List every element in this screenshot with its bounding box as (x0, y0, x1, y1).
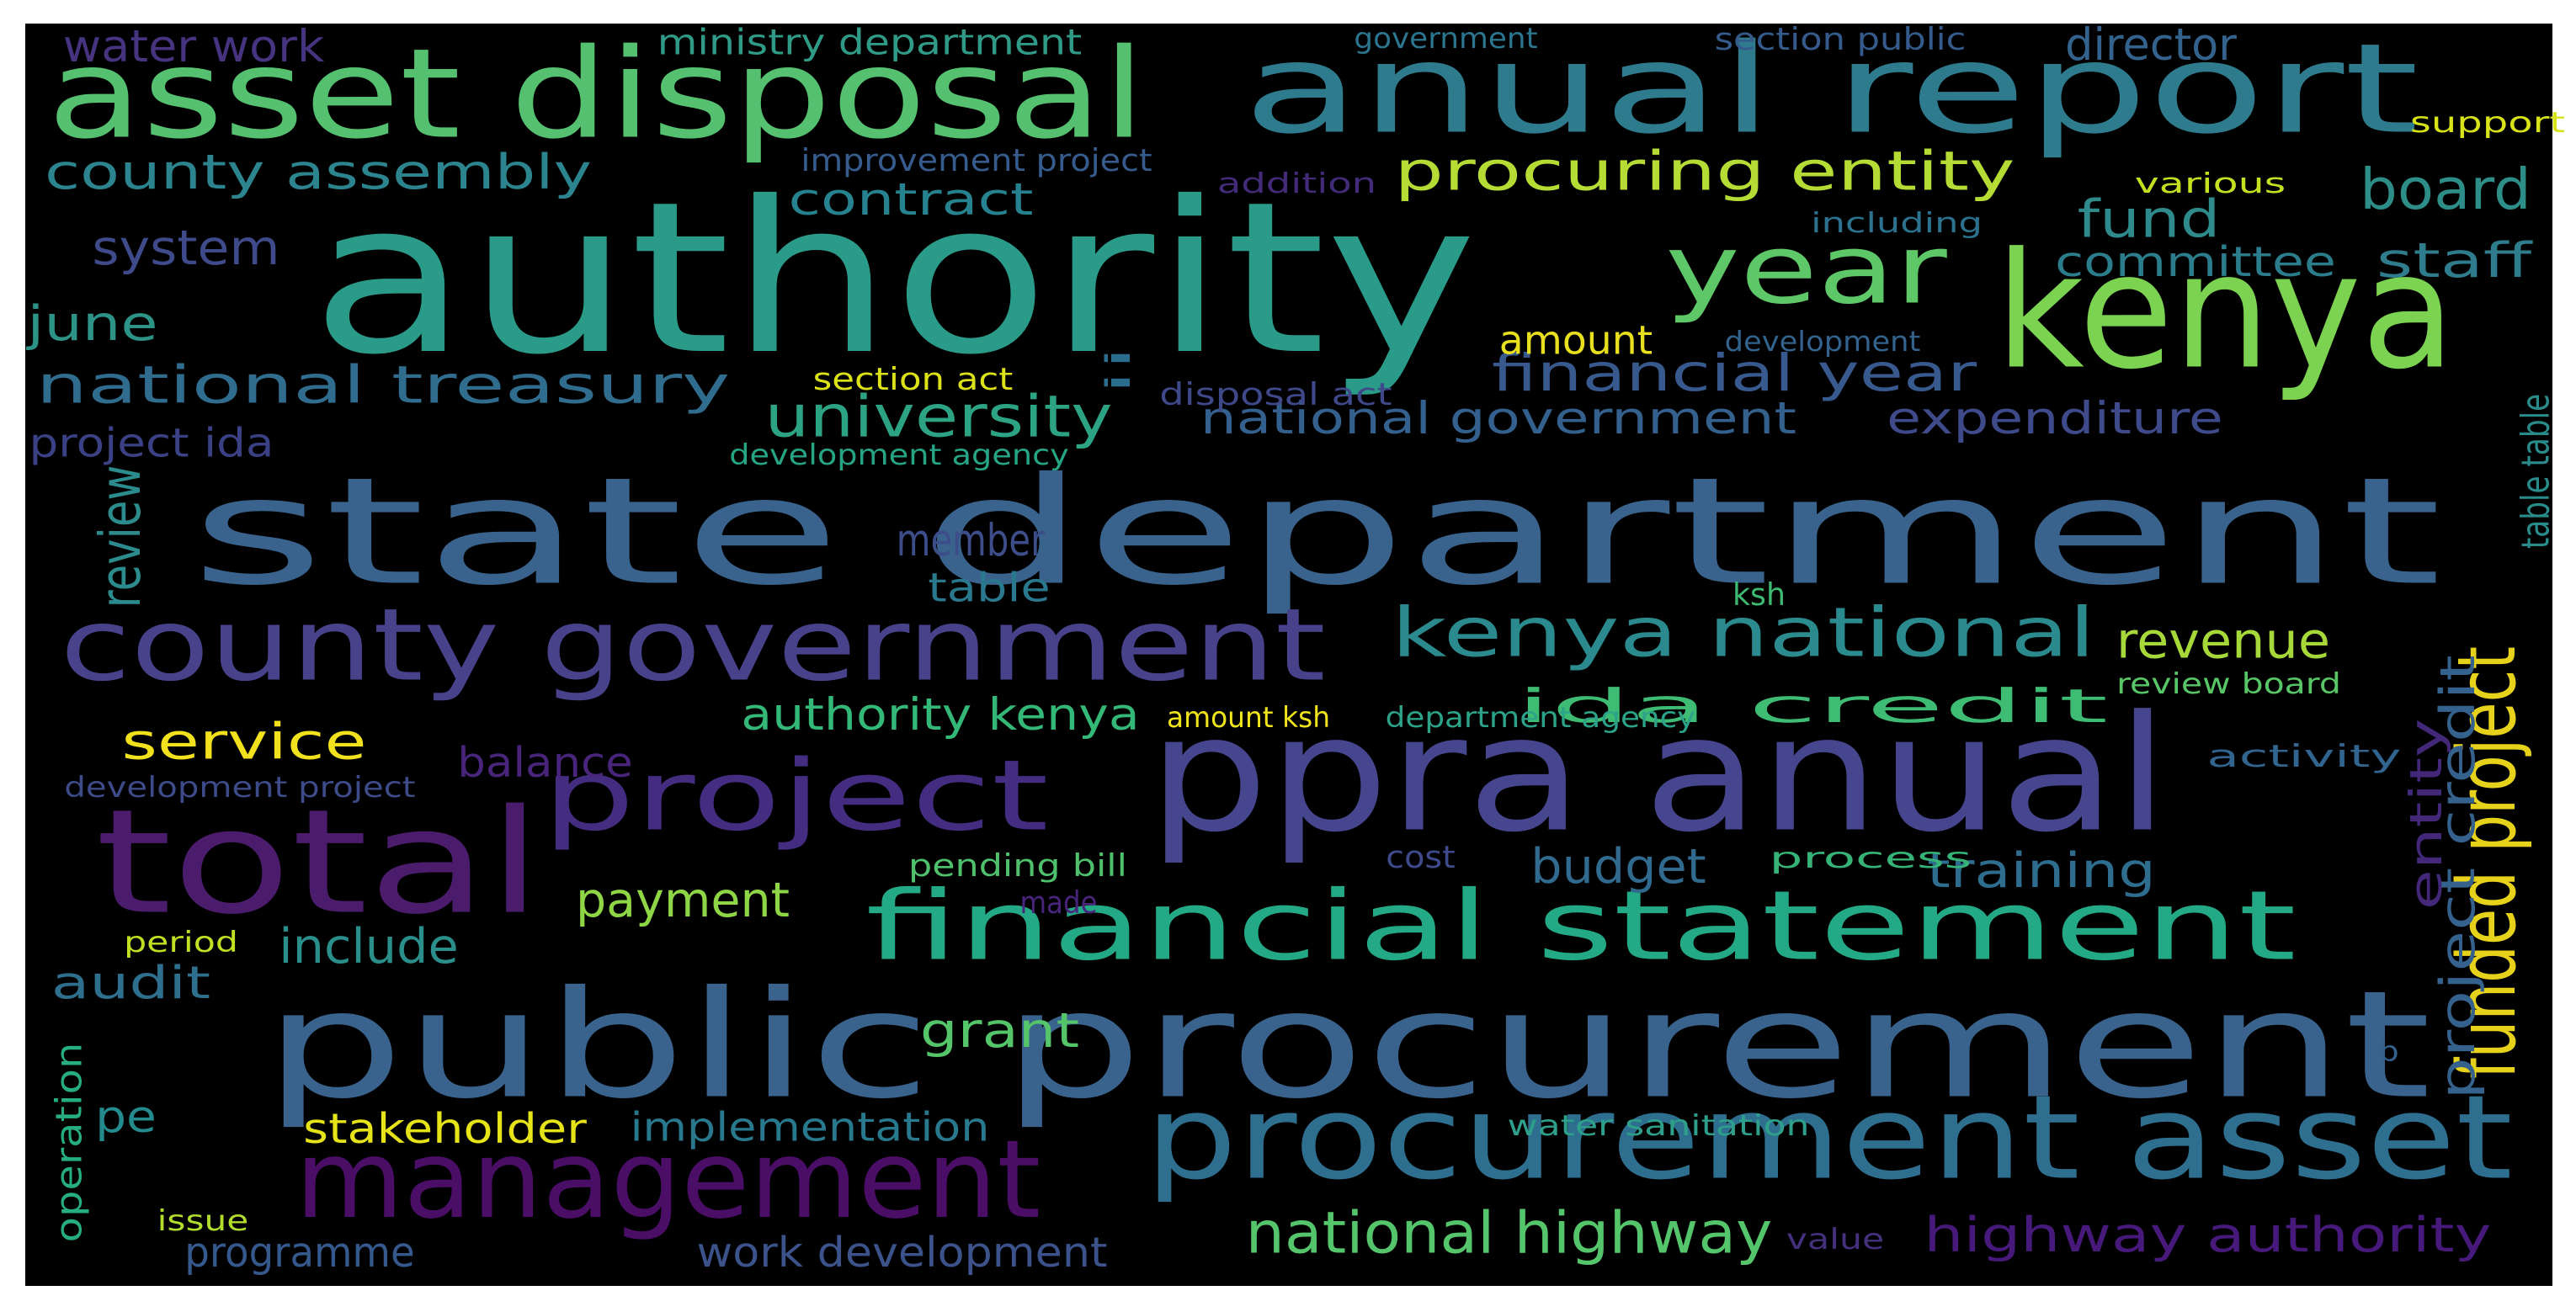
word-addition: addition (1217, 167, 1376, 199)
word-balance: balance (457, 738, 633, 787)
word-amount: amount (1499, 318, 1653, 364)
word-procuring-entity: procuring entity (1394, 141, 2014, 204)
word-authority-kenya: authority kenya (741, 689, 1139, 741)
word-various: various (2135, 167, 2286, 199)
word-contract: contract (789, 174, 1034, 226)
word-funded-project: funded project (2441, 646, 2534, 1079)
word-service: service (122, 713, 367, 771)
word-pending-bill: pending bill (908, 848, 1127, 884)
word-water-work: water work (63, 21, 325, 72)
word-member: member (897, 515, 1046, 566)
word-national-highway: national highway (1246, 1201, 1773, 1267)
word-county-government: county government (60, 588, 1326, 704)
word-year: year (1665, 214, 1947, 326)
word-department-agency: department agency (1386, 701, 1696, 735)
word-training: training (1927, 843, 2156, 899)
word-table: table (928, 566, 1051, 612)
word-cost: cost (1386, 840, 1456, 875)
word-asset-disposal: asset disposal (47, 22, 1146, 167)
word-national-treasury: national treasury (36, 355, 731, 416)
word-amount-ksh: amount ksh (1167, 701, 1330, 735)
word-project-ida: project ida (29, 421, 274, 467)
word-kenya-national: kenya national (1392, 594, 2095, 673)
word-total: total (95, 779, 542, 947)
word-government: government (1354, 22, 1537, 56)
word-county-assembly: county assembly (45, 145, 592, 200)
word-june: june (25, 296, 158, 352)
word-ii: ii (1099, 346, 1138, 395)
word-project: project (542, 740, 1048, 853)
word-work-development: work development (697, 1228, 1108, 1277)
word-system: system (92, 220, 279, 276)
word-period: period (124, 926, 238, 959)
word-b: b (2378, 1035, 2398, 1069)
word-improvement-project: improvement project (801, 143, 1152, 178)
word-section-public: section public (1715, 22, 1967, 57)
word-board: board (2360, 157, 2531, 222)
word-ksh: ksh (1732, 577, 1786, 613)
word-expenditure: expenditure (1887, 393, 2223, 444)
word-committee: committee (2055, 237, 2336, 286)
cloud-background (25, 24, 2552, 1286)
word-fund: fund (2078, 189, 2221, 250)
word-grant: grant (920, 1003, 1079, 1059)
word-audit: audit (51, 957, 210, 1009)
word-pe: pe (95, 1092, 157, 1143)
word-staff: staff (2376, 233, 2534, 289)
word-anual-report: anual report (1243, 17, 2419, 162)
word-highway-authority: highway authority (1924, 1208, 2491, 1263)
word-state-department: state department (190, 447, 2441, 619)
word-disposal-act: disposal act (1159, 377, 1392, 412)
word-implementation: implementation (631, 1105, 990, 1151)
word-management: management (295, 1118, 1041, 1243)
word-support: support (2410, 106, 2565, 140)
word-authority: authority (311, 157, 1477, 401)
word-activity: activity (2207, 739, 2402, 774)
word-layer: state department public procurement author… (25, 17, 2565, 1277)
word-including: including (1811, 206, 1983, 239)
word-kenya: kenya (1995, 219, 2455, 405)
word-revenue: revenue (2116, 612, 2330, 670)
word-payment: payment (576, 873, 790, 928)
word-ida-credit: ida credit (1516, 679, 2108, 733)
word-development-project: development project (64, 771, 415, 805)
word-university: university (764, 385, 1112, 451)
word-ppra-anual: ppra anual (1148, 682, 2169, 868)
word-water-sanitation: water sanitation (1508, 1109, 1810, 1143)
word-development: development (1725, 325, 1921, 358)
word-section-act: section act (813, 362, 1014, 397)
word-table-table: table table (2514, 394, 2558, 549)
word-include: include (279, 919, 458, 975)
word-public-procurement: public procurement (263, 960, 2431, 1132)
word-financial-year: financial year (1492, 344, 1977, 403)
word-budget: budget (1530, 839, 1706, 895)
word-process: process (1770, 842, 1972, 875)
word-financial-statement: financial statement (865, 870, 2296, 982)
word-review-board: review board (2116, 667, 2341, 701)
word-ministry-department: ministry department (657, 22, 1082, 63)
word-entity: entity (2401, 719, 2452, 911)
word-stakeholder: stakeholder (303, 1104, 587, 1153)
word-made: made (1019, 885, 1097, 921)
word-issue: issue (157, 1204, 249, 1238)
word-review: review (88, 465, 153, 608)
word-procurement-asset: procurement asset (1145, 1071, 2513, 1206)
word-director: director (2065, 19, 2237, 71)
word-value: value (1786, 1223, 1884, 1256)
word-national-government: national government (1200, 393, 1796, 444)
word-development-agency: development agency (729, 438, 1069, 472)
word-operation: operation (49, 1043, 91, 1243)
word-project-credit: project credit (2430, 655, 2486, 1100)
word-programme: programme (184, 1228, 415, 1277)
